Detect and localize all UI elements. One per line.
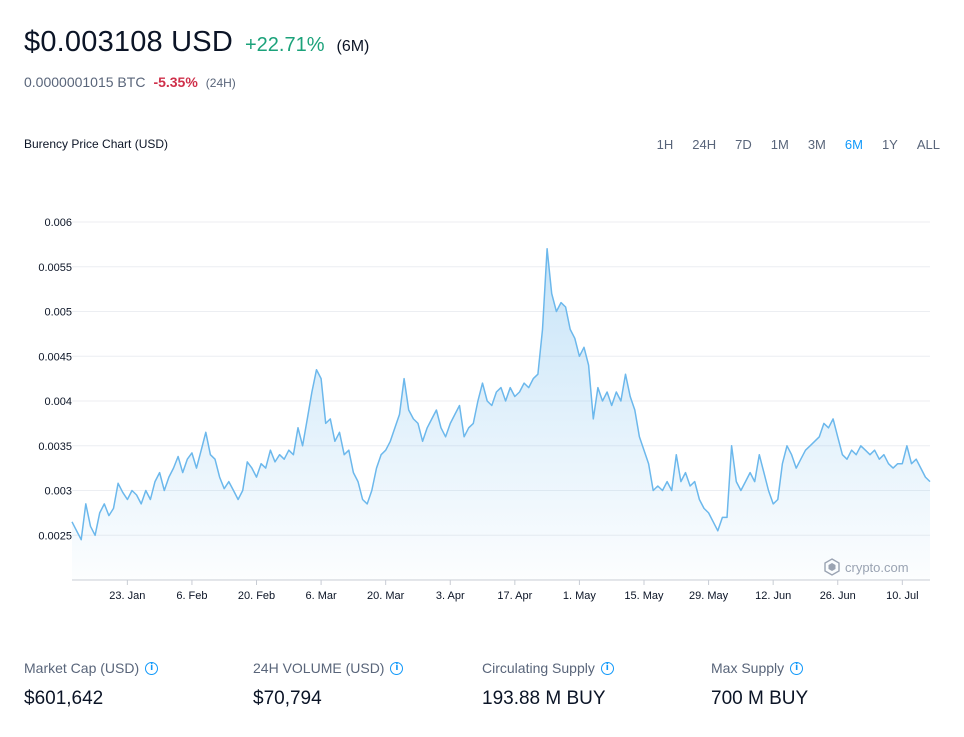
range-6m[interactable]: 6M xyxy=(844,137,863,152)
x-tick-label: 10. Jul xyxy=(886,590,918,602)
y-tick-label: 0.005 xyxy=(44,307,72,319)
price-change-period: (6M) xyxy=(336,38,370,55)
stat-label: Market Cap (USD) xyxy=(24,660,140,676)
x-tick-label: 12. Jun xyxy=(755,590,791,602)
btc-change-percent: -5.35% xyxy=(153,74,198,90)
y-tick-label: 0.006 xyxy=(44,217,72,229)
x-tick-label: 6. Mar xyxy=(306,590,338,602)
x-tick-label: 29. May xyxy=(689,590,729,602)
x-tick-label: 23. Jan xyxy=(109,590,145,602)
y-tick-label: 0.003 xyxy=(44,486,72,498)
price-row: $0.003108 USD +22.71% (6M) xyxy=(24,26,369,59)
range-1h[interactable]: 1H xyxy=(656,137,674,152)
x-tick-label: 20. Mar xyxy=(367,590,405,602)
x-tick-label: 3. Apr xyxy=(436,590,465,602)
stat-label: 24H VOLUME (USD) xyxy=(253,660,385,676)
current-price: $0.003108 USD xyxy=(24,26,233,58)
range-3m[interactable]: 3M xyxy=(807,137,826,152)
info-icon[interactable]: i xyxy=(145,661,159,675)
x-tick-label: 26. Jun xyxy=(820,590,856,602)
price-chart[interactable]: 0.0025 0.003 0.0035 0.004 0.0045 0.005 0.0055 0… xyxy=(0,190,964,615)
crypto-com-logo-icon xyxy=(824,558,840,576)
stat-value: 193.88 M BUY xyxy=(482,688,606,709)
range-24h[interactable]: 24H xyxy=(692,137,717,152)
stat-value: 700 M BUY xyxy=(711,688,809,709)
y-tick-label: 0.0025 xyxy=(38,530,72,542)
x-axis: 23. Jan 6. Feb 20. Feb 6. Mar 20. Mar 3. Apr 1… xyxy=(109,580,919,602)
price-change-percent: +22.71% xyxy=(244,34,325,56)
y-tick-label: 0.0035 xyxy=(38,441,72,453)
range-7d[interactable]: 7D xyxy=(735,137,752,152)
y-axis: 0.0025 0.003 0.0035 0.004 0.0045 0.005 0.0055 0… xyxy=(38,217,72,542)
watermark-text: crypto.com xyxy=(845,560,909,575)
btc-price: 0.0000001015 BTC xyxy=(24,74,146,90)
info-icon[interactable]: i xyxy=(390,661,404,675)
price-area xyxy=(72,248,930,581)
stats-row: Market Cap (USD) i $601,642 24H VOLUME (U… xyxy=(24,660,940,710)
info-icon[interactable]: i xyxy=(600,661,614,675)
stat-max-supply: Max Supply i 700 M BUY xyxy=(711,660,940,710)
range-all[interactable]: ALL xyxy=(916,137,940,152)
stat-label: Circulating Supply xyxy=(482,660,595,676)
stat-24h-volume: 24H VOLUME (USD) i $70,794 xyxy=(253,660,482,710)
btc-change-period: (24H) xyxy=(205,76,236,90)
stat-market-cap: Market Cap (USD) i $601,642 xyxy=(24,660,253,710)
stat-circulating-supply: Circulating Supply i 193.88 M BUY xyxy=(482,660,711,710)
range-selector: 1H 24H 7D 1M 3M 6M 1Y ALL xyxy=(638,137,940,152)
x-tick-label: 20. Feb xyxy=(238,590,275,602)
btc-row: 0.0000001015 BTC -5.35% (24H) xyxy=(24,74,236,90)
info-icon[interactable]: i xyxy=(790,661,804,675)
x-tick-label: 6. Feb xyxy=(176,590,207,602)
range-1m[interactable]: 1M xyxy=(770,137,789,152)
stat-label: Max Supply xyxy=(711,660,785,676)
y-tick-label: 0.0045 xyxy=(38,351,72,363)
range-1y[interactable]: 1Y xyxy=(881,137,898,152)
stat-value: $601,642 xyxy=(24,688,104,709)
stat-value: $70,794 xyxy=(253,688,322,709)
x-tick-label: 17. Apr xyxy=(497,590,532,602)
crypto-com-watermark: crypto.com xyxy=(824,558,909,576)
price-line xyxy=(71,248,931,541)
x-tick-label: 15. May xyxy=(624,590,664,602)
chart-title: Burency Price Chart (USD) xyxy=(24,137,169,151)
y-tick-label: 0.004 xyxy=(44,396,72,408)
x-tick-label: 1. May xyxy=(563,590,597,602)
y-tick-label: 0.0055 xyxy=(38,262,72,274)
